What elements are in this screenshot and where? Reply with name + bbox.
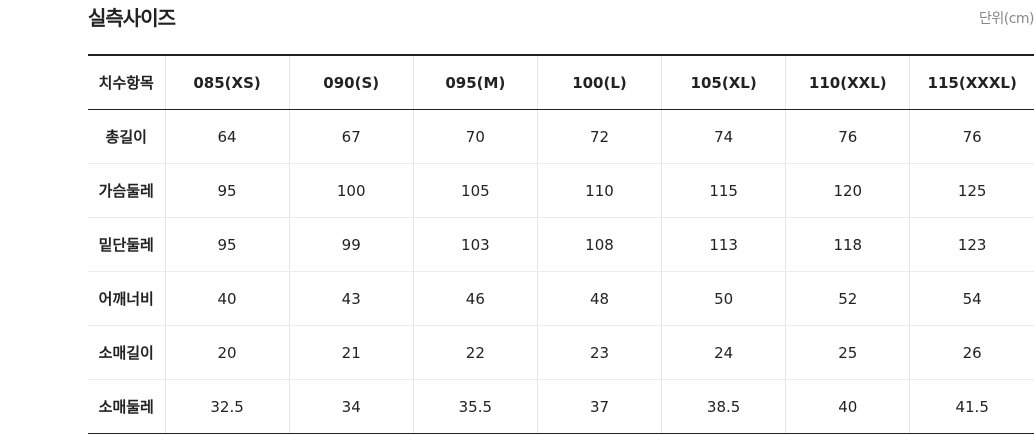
table-cell: 105 [412,163,538,218]
column-header: 090(S) [288,54,414,110]
table-cell: 76 [785,109,910,164]
row-header: 소매둘레 [88,379,165,434]
header-row: 치수항목 085(XS) 090(S) 095(M) 100(L) 105(XL) 110(… [88,54,1034,110]
row-header: 어깨너비 [88,271,165,326]
column-header: 115(XXXL) [909,54,1034,110]
table-cell: 46 [412,271,538,326]
column-header: 095(M) [412,54,538,110]
table-row: 가슴둘레 95 100 105 110 115 120 125 [88,163,1034,218]
table-cell: 40 [785,379,910,434]
table-cell: 70 [412,109,538,164]
table-cell: 37 [536,379,662,434]
table-cell: 115 [661,163,786,218]
column-header: 110(XXL) [785,54,910,110]
row-header: 밑단둘레 [88,217,165,272]
table-cell: 123 [909,217,1034,272]
table-cell: 72 [536,109,662,164]
table-cell: 40 [164,271,290,326]
column-header: 085(XS) [164,54,290,110]
row-header: 소매길이 [88,325,165,380]
table-row: 소매길이 20 21 22 23 24 25 26 [88,325,1034,380]
table-cell: 34 [288,379,414,434]
table-cell: 67 [288,109,414,164]
table-cell: 100 [288,163,414,218]
row-header: 가슴둘레 [88,163,165,218]
table-cell: 25 [785,325,910,380]
column-header: 100(L) [536,54,662,110]
unit-label: 단위(cm) [978,11,1034,27]
table-cell: 50 [661,271,786,326]
table-cell: 113 [661,217,786,272]
table-cell: 22 [412,325,538,380]
table-row: 총길이 64 67 70 72 74 76 76 [88,109,1034,164]
size-table: 치수항목 085(XS) 090(S) 095(M) 100(L) 105(XL) 110(… [88,54,1034,434]
table-cell: 26 [909,325,1034,380]
title: 실측사이즈 [88,6,176,30]
table-cell: 95 [164,163,290,218]
table-header: 치수항목 085(XS) 090(S) 095(M) 100(L) 105(XL) 110(… [88,54,1034,110]
table-cell: 76 [909,109,1034,164]
table-cell: 118 [785,217,910,272]
table-row: 어깨너비 40 43 46 48 50 52 54 [88,271,1034,326]
table-cell: 20 [164,325,290,380]
table-cell: 43 [288,271,414,326]
table-cell: 24 [661,325,786,380]
row-header: 총길이 [88,109,165,164]
table-cell: 48 [536,271,662,326]
table-cell: 23 [536,325,662,380]
table-cell: 103 [412,217,538,272]
table-cell: 54 [909,271,1034,326]
table-cell: 64 [164,109,290,164]
table-cell: 32.5 [164,379,290,434]
table-cell: 99 [288,217,414,272]
table-cell: 108 [536,217,662,272]
table-cell: 52 [785,271,910,326]
table-body: 총길이 64 67 70 72 74 76 76 가슴둘레 95 100 105 110 115 120 12… [88,109,1034,434]
table-cell: 110 [536,163,662,218]
table-cell: 35.5 [412,379,538,434]
table-cell: 38.5 [661,379,786,434]
table-cell: 74 [661,109,786,164]
column-header: 치수항목 [88,54,165,110]
table-row: 밑단둘레 95 99 103 108 113 118 123 [88,217,1034,272]
table-cell: 21 [288,325,414,380]
table-row: 소매둘레 32.5 34 35.5 37 38.5 40 41.5 [88,379,1034,434]
table-cell: 41.5 [909,379,1034,434]
column-header: 105(XL) [661,54,786,110]
table-cell: 120 [785,163,910,218]
table-cell: 125 [909,163,1034,218]
table-cell: 95 [164,217,290,272]
